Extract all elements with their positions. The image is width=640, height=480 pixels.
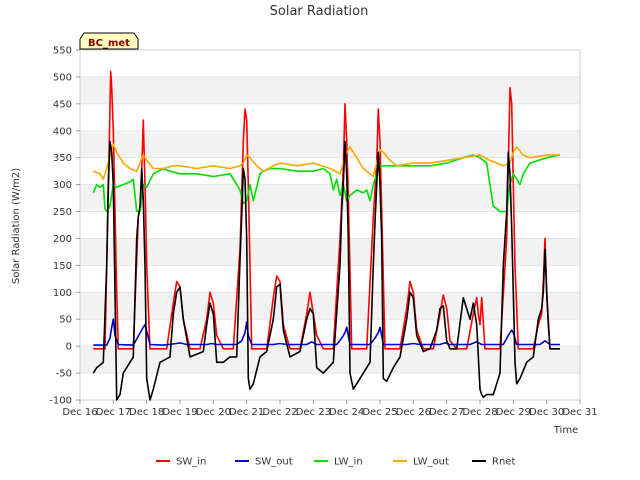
y-tick-label: 550: [53, 46, 72, 57]
x-tick-label: Dec 25: [362, 407, 397, 418]
chart-title: Solar Radiation: [270, 4, 369, 19]
x-tick-label: Dec 23: [296, 407, 331, 418]
x-tick-label: Dec 17: [96, 407, 131, 418]
series-line-lw-out: [93, 143, 560, 180]
background-band: [80, 238, 580, 266]
plot-frame: [79, 49, 581, 401]
x-tick-label: Dec 31: [562, 407, 597, 418]
y-tick-label: -100: [49, 396, 72, 407]
y-tick-label: 350: [53, 153, 72, 164]
site-badge-label: BC_met: [88, 38, 130, 49]
background-band: [80, 184, 580, 212]
y-tick-label: 100: [53, 288, 72, 299]
legend-label-lw-out: LW_out: [413, 457, 449, 468]
y-tick-label: 400: [53, 126, 72, 137]
x-tick-label: Dec 30: [529, 407, 564, 418]
legend-label-sw-out: SW_out: [255, 457, 293, 468]
background-band: [80, 292, 580, 320]
y-tick-label: 500: [53, 72, 72, 83]
background-band: [80, 76, 580, 104]
legend-label-rnet: Rnet: [492, 457, 515, 468]
y-axis-ticks: -100 -50 0 50 100 150 200 250 300 350 400 450 500 550: [49, 46, 80, 407]
y-tick-label: 50: [59, 315, 72, 326]
x-tick-label: Dec 22: [262, 407, 297, 418]
x-tick-label: Dec 21: [229, 407, 264, 418]
series-line-sw-out: [93, 318, 560, 346]
series-line-rnet: [92, 140, 560, 401]
y-tick-label: 150: [53, 261, 72, 272]
series-line-lw-in: [92, 154, 561, 213]
background-band: [80, 346, 580, 374]
y-tick-label: 300: [53, 180, 72, 191]
x-axis-title: Time: [553, 425, 578, 436]
y-tick-label: 200: [53, 234, 72, 245]
x-tick-label: Dec 16: [62, 407, 97, 418]
x-tick-label: Dec 27: [429, 407, 464, 418]
y-tick-label: 0: [66, 342, 72, 353]
y-axis-title: Solar Radiation (W/m2): [11, 168, 22, 284]
site-badge: BC_met: [79, 32, 139, 50]
x-tick-label: Dec 20: [196, 407, 231, 418]
legend-label-lw-in: LW_in: [334, 457, 363, 468]
y-tick-label: -50: [56, 369, 72, 380]
x-tick-label: Dec 18: [129, 407, 164, 418]
x-tick-label: Dec 24: [329, 407, 364, 418]
site-badge-box: [79, 32, 139, 50]
series-line-sw-in: [93, 70, 560, 350]
legend: SW_in SW_out LW_in LW_out Rnet: [156, 457, 515, 468]
x-tick-label: Dec 26: [396, 407, 431, 418]
y-tick-label: 250: [53, 207, 72, 218]
x-tick-label: Dec 29: [496, 407, 531, 418]
x-tick-label: Dec 28: [462, 407, 497, 418]
y-tick-label: 450: [53, 99, 72, 110]
background-bands: [80, 76, 580, 374]
background-band: [80, 130, 580, 158]
x-tick-label: Dec 19: [162, 407, 197, 418]
legend-label-sw-in: SW_in: [176, 457, 206, 468]
series-layer: [92, 70, 561, 401]
